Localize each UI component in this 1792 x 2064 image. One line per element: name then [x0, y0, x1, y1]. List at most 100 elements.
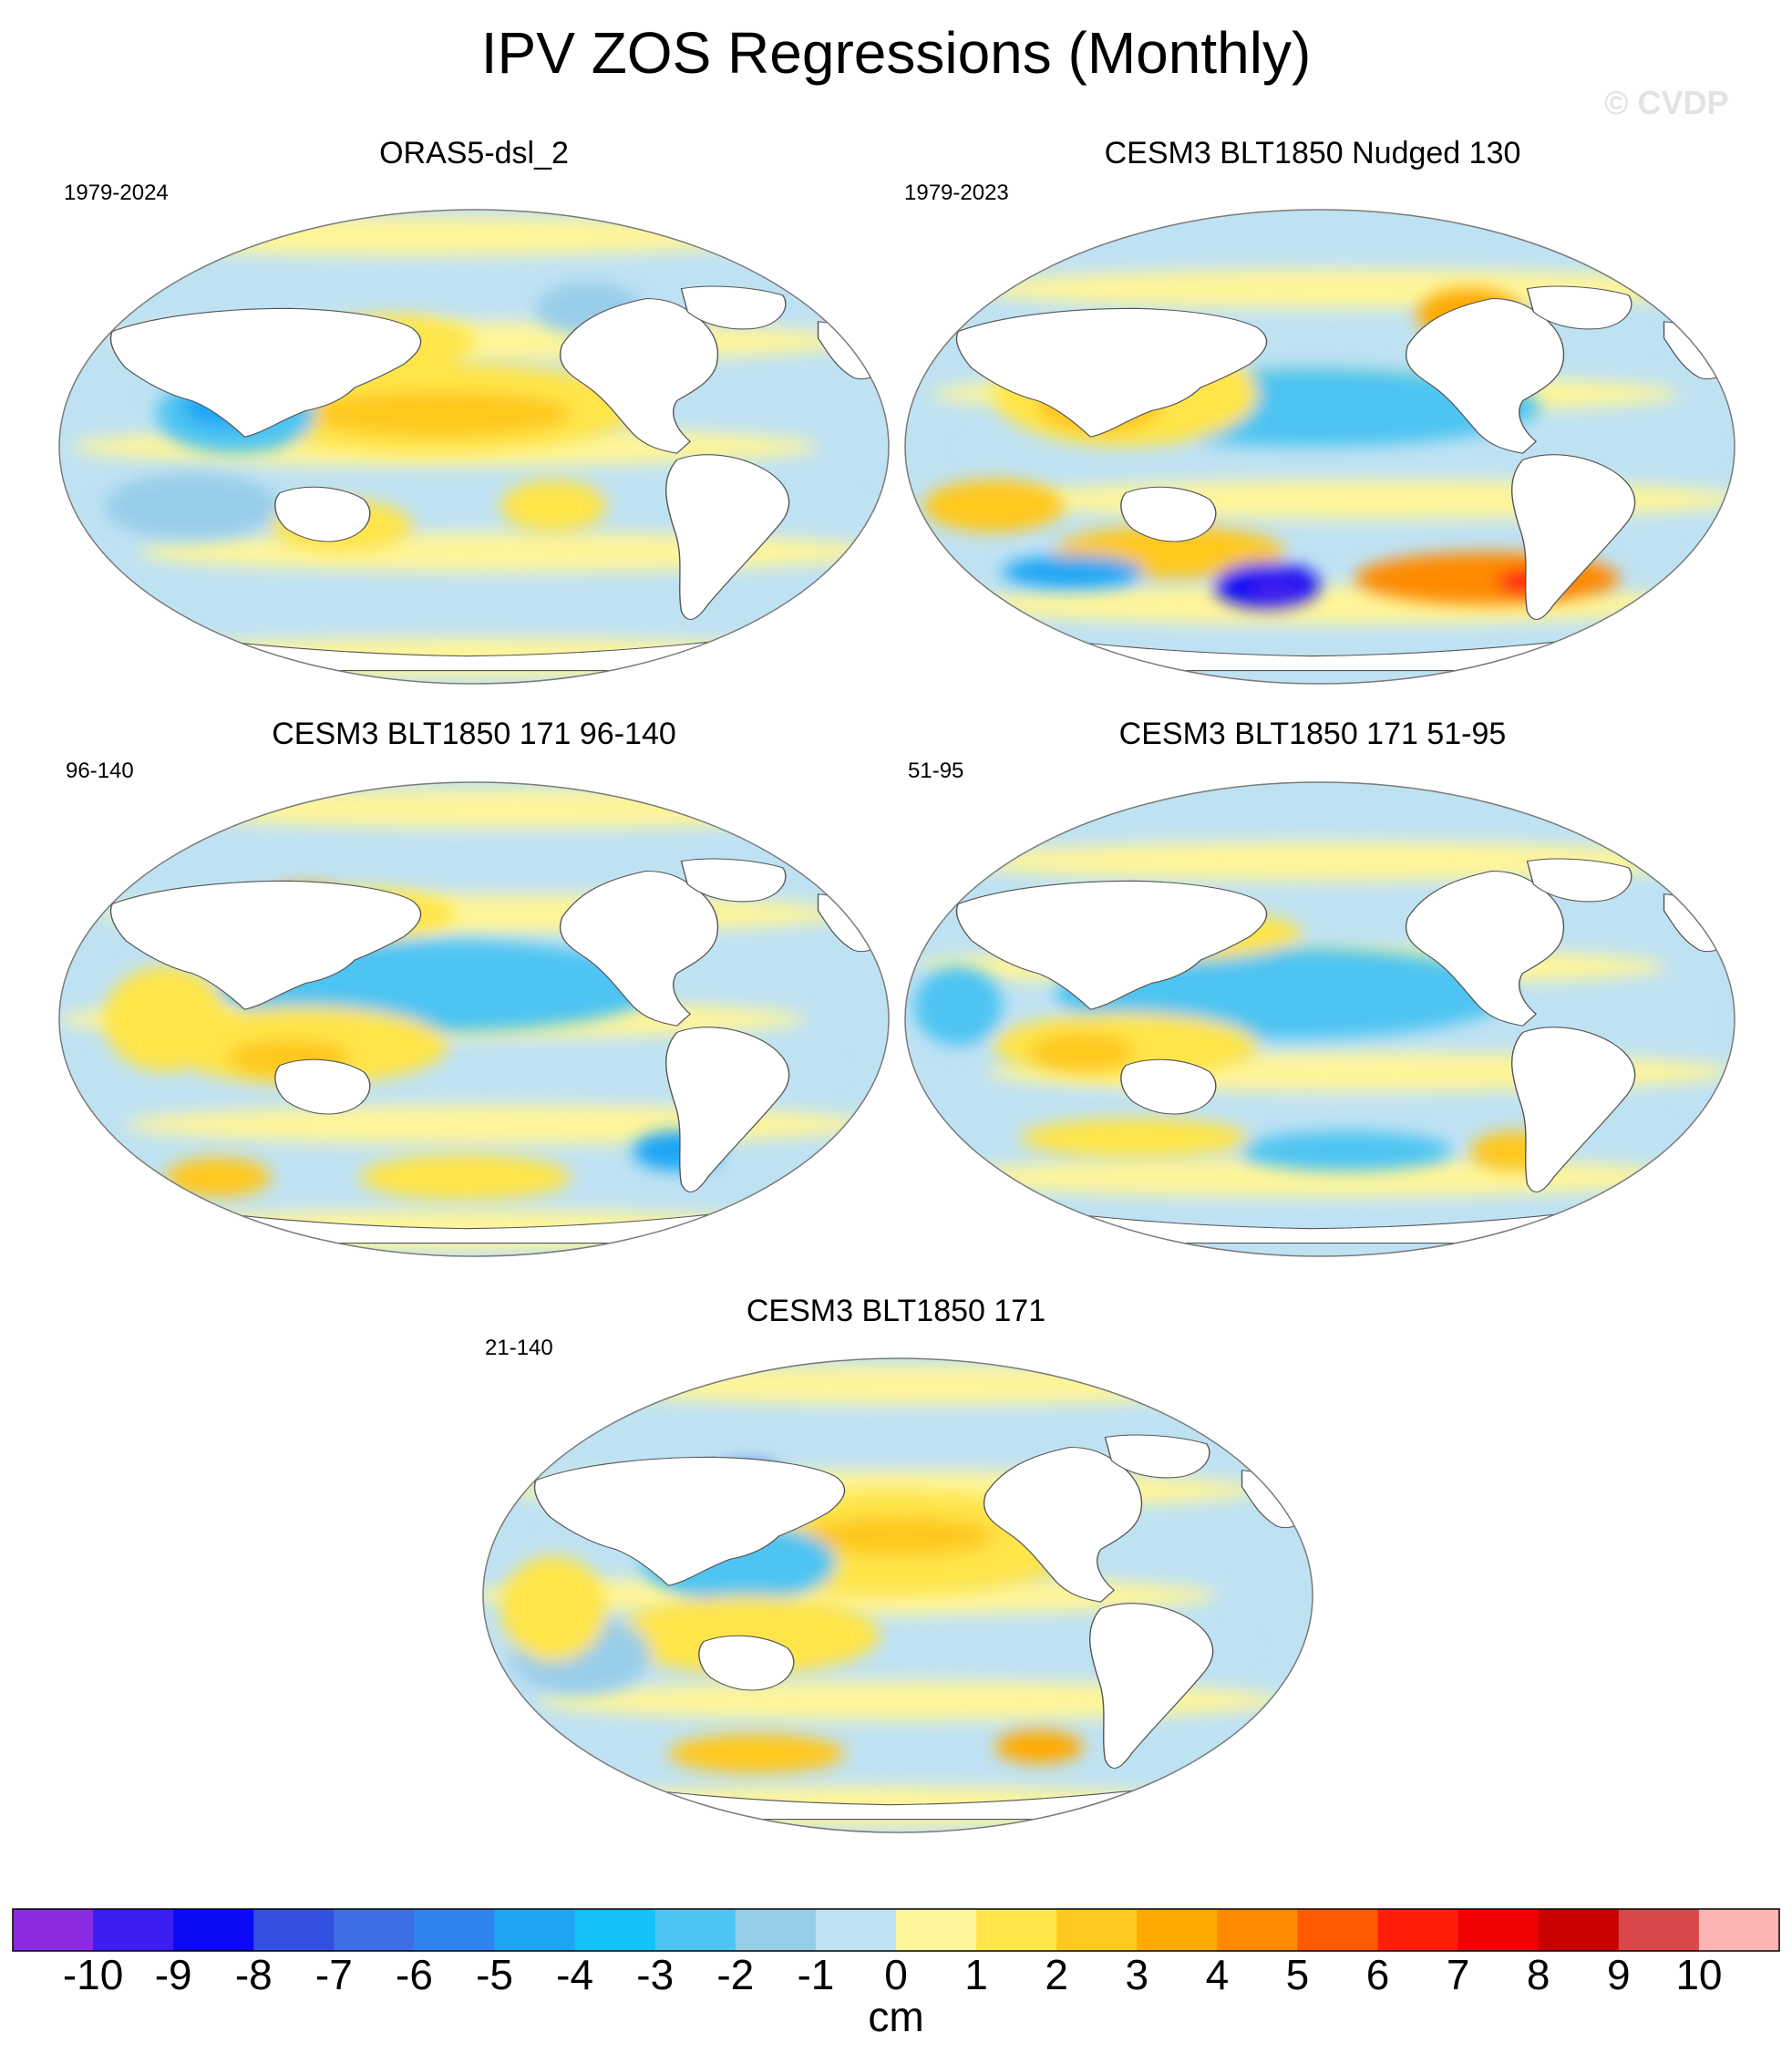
map-panel-2	[904, 209, 1735, 685]
map-panels	[58, 209, 1735, 1833]
colorbar-tick-label: 10	[1675, 1951, 1723, 1998]
landmass-eurasia-west	[109, 880, 422, 1010]
colorbar-tick-label: 3	[1125, 1951, 1149, 1998]
landmass-eurasia-west	[533, 1456, 846, 1586]
anomaly-blob	[1249, 574, 1303, 602]
anomaly-blob	[1002, 555, 1144, 589]
landmass-eurasia-west	[955, 307, 1268, 438]
anomaly-blob	[1019, 1118, 1250, 1158]
anomaly-blob	[668, 1733, 845, 1774]
colorbar-swatch	[1056, 1909, 1138, 1951]
landmass-australia	[274, 1058, 371, 1115]
panel-period-1: 1979-2024	[64, 181, 169, 205]
anomaly-blob	[165, 1157, 272, 1198]
anomaly-blob	[103, 472, 281, 540]
landmass-greenland	[680, 285, 787, 330]
panel-period-2: 1979-2023	[904, 181, 1009, 205]
colorbar-units-label: cm	[868, 1993, 924, 2040]
landmass-greenland	[1526, 285, 1632, 330]
landmass-north-america	[1406, 870, 1565, 1027]
colorbar-tick-label: 6	[1365, 1951, 1390, 1998]
colorbar-tick-label: -2	[716, 1951, 755, 1998]
colorbar-swatch	[1698, 1909, 1780, 1951]
continents	[955, 858, 1731, 1244]
continents	[109, 858, 885, 1244]
colorbar-swatch	[654, 1909, 736, 1951]
map-border	[482, 1357, 1313, 1833]
landmass-australia	[698, 1635, 795, 1691]
anomaly-blob	[913, 966, 1003, 1046]
continents	[955, 285, 1731, 672]
panel-title-5: CESM3 BLT1850 171	[746, 1294, 1046, 1328]
map-panel-4	[904, 781, 1735, 1257]
anomaly-blob	[306, 390, 572, 438]
colorbar-swatch	[896, 1909, 977, 1951]
colorbar-swatch	[1618, 1909, 1700, 1951]
figure-title: IPV ZOS Regressions (Monthly)	[480, 20, 1312, 86]
colorbar-swatch	[1297, 1909, 1379, 1951]
anomaly-blob	[615, 1595, 881, 1675]
landmass-eurasia-west	[109, 307, 422, 438]
colorbar-outline	[12, 1908, 1780, 1952]
anomaly-blob	[500, 1555, 607, 1662]
colorbar-swatch	[13, 1909, 94, 1951]
anomaly-blob	[1028, 1032, 1135, 1072]
landmass-greenland	[1526, 858, 1632, 903]
landmass-south-america	[665, 1027, 790, 1192]
colorbar-swatch	[1538, 1909, 1620, 1951]
panel-title-3: CESM3 BLT1850 171 96-140	[272, 717, 676, 751]
colorbar-swatch	[1377, 1909, 1459, 1951]
continents	[533, 1434, 1309, 1821]
colorbar-tick-label: 7	[1446, 1951, 1470, 1998]
landmass-north-america	[560, 870, 719, 1027]
colorbar-swatch	[1137, 1909, 1218, 1951]
colorbar-swatch	[1457, 1909, 1540, 1951]
anomaly-field	[103, 883, 722, 1201]
landmass-north-america	[1406, 297, 1565, 454]
panel-title-2: CESM3 BLT1850 Nudged 130	[1104, 136, 1521, 170]
map-panel-3	[58, 781, 890, 1257]
map-border	[904, 209, 1735, 685]
landmass-greenland	[680, 858, 787, 903]
colorbar-swatch	[735, 1909, 817, 1951]
colorbar-tick-label: 5	[1285, 1951, 1310, 1998]
colorbar-tick-label: -4	[556, 1951, 594, 1998]
map-border	[58, 781, 890, 1257]
panel-period-4: 51-95	[908, 759, 964, 783]
continents	[109, 285, 885, 672]
landmass-eurasia-west	[955, 880, 1268, 1010]
map-panel-5	[482, 1357, 1313, 1833]
colorbar-tick-label: -8	[234, 1951, 273, 1998]
map-border	[904, 781, 1735, 1257]
colorbar-tick-label: 2	[1045, 1951, 1068, 1998]
landmass-north-america	[560, 297, 719, 454]
colorbar-tick-label: -5	[476, 1951, 513, 1998]
anomaly-blob	[103, 966, 227, 1072]
colorbar-swatch	[253, 1909, 335, 1951]
anomaly-blob	[359, 1154, 572, 1201]
anomaly-blob	[994, 1730, 1084, 1764]
landmass-north-america	[984, 1446, 1143, 1603]
landmass-greenland	[1104, 1434, 1210, 1479]
colorbar-tick-label: 9	[1607, 1951, 1631, 1998]
colorbar-swatch	[173, 1909, 254, 1951]
colorbar-tick-label: 8	[1526, 1951, 1550, 1998]
colorbar-tick-label: 0	[884, 1951, 908, 1998]
colorbar-swatch	[414, 1909, 496, 1951]
colorbar-swatch	[574, 1909, 656, 1951]
colorbar-tick-label: -9	[154, 1951, 192, 1998]
anomaly-blob	[1240, 1130, 1453, 1171]
colorbar-swatch	[494, 1909, 576, 1951]
colorbar	[12, 1908, 1780, 1952]
anomaly-blob	[922, 480, 1065, 532]
landmass-south-america	[1511, 1027, 1636, 1192]
map-border	[58, 209, 890, 685]
colorbar-tick-label: -10	[62, 1951, 124, 1998]
colorbar-swatch	[334, 1909, 415, 1951]
landmass-south-america	[1089, 1603, 1214, 1769]
colorbar-tick-label: -6	[396, 1951, 433, 1998]
landmass-south-america	[1511, 454, 1636, 620]
colorbar-tick-label: 4	[1205, 1951, 1230, 1998]
colorbar-tick-label: -3	[636, 1951, 675, 1998]
